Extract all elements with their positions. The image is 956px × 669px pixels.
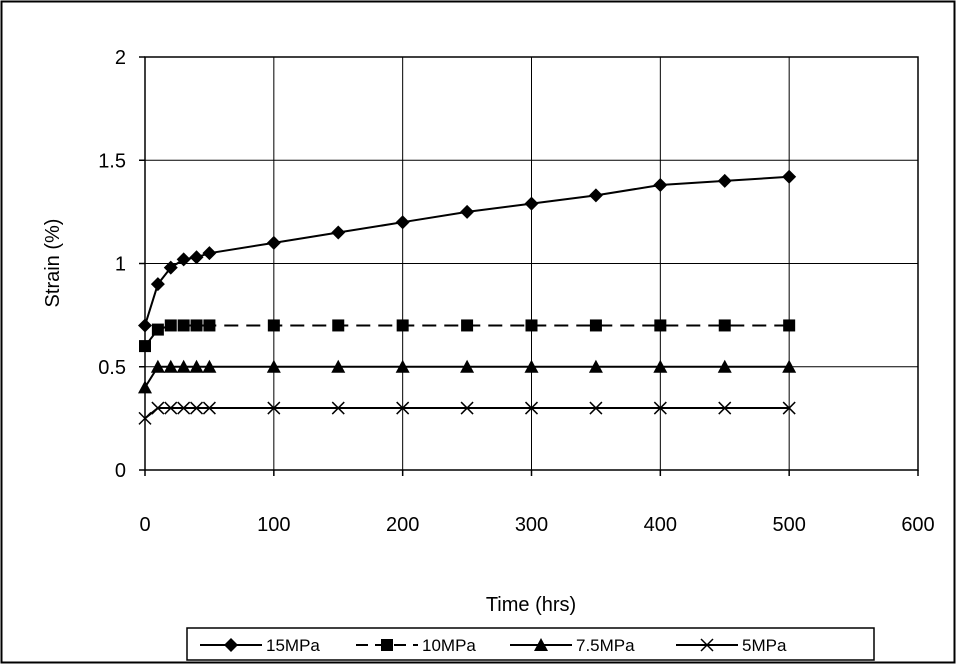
legend-item: 15MPa: [200, 636, 320, 655]
data-point: [460, 401, 474, 415]
data-point: [718, 319, 731, 332]
data-point: [267, 401, 281, 415]
data-point: [163, 359, 178, 373]
data-point: [163, 260, 178, 275]
y-tick-label: 1: [115, 254, 126, 276]
data-point: [138, 318, 152, 333]
x-tick-label: 200: [386, 514, 419, 536]
data-point: [266, 235, 281, 250]
data-point: [177, 401, 191, 415]
data-point: [190, 401, 204, 415]
data-point: [783, 319, 796, 332]
data-point: [653, 178, 668, 193]
data-point: [164, 319, 177, 332]
y-tick-label: 0: [115, 460, 126, 482]
data-point: [266, 359, 281, 373]
series-15MPa: [138, 169, 797, 333]
data-point: [525, 319, 538, 332]
data-point: [396, 401, 410, 415]
data-point: [176, 252, 191, 267]
data-point: [460, 359, 475, 373]
series-10MPa: [139, 319, 796, 353]
data-point: [782, 359, 797, 373]
data-point: [718, 401, 732, 415]
x-axis-ticks: 0 100 200 300 400 500 600: [139, 470, 935, 536]
data-point: [332, 319, 345, 332]
data-point: [654, 319, 667, 332]
data-point: [395, 215, 410, 230]
x-tick-label: 400: [644, 514, 677, 536]
data-point: [138, 411, 152, 425]
legend-item: 10MPa: [356, 636, 476, 655]
legend-marker: [534, 638, 548, 651]
data-point: [717, 173, 732, 188]
legend-marker: [224, 638, 238, 652]
data-point: [176, 359, 191, 373]
data-point: [151, 401, 165, 415]
legend-label: 7.5MPa: [576, 636, 635, 655]
y-tick-label: 2: [115, 47, 126, 69]
data-point: [202, 401, 216, 415]
legend-label: 15MPa: [266, 636, 320, 655]
data-point: [189, 250, 204, 265]
y-axis-title: Strain (%): [42, 219, 64, 308]
data-point: [164, 401, 178, 415]
series-layer: [138, 169, 797, 425]
legend-items: 15MPa 10MPa 7.5MPa 5MPa: [200, 636, 787, 655]
data-point: [203, 319, 216, 332]
data-point: [395, 359, 410, 373]
data-point: [202, 246, 217, 261]
legend-marker: [381, 639, 393, 651]
legend: 15MPa 10MPa 7.5MPa 5MPa: [186, 627, 875, 661]
data-point: [717, 359, 732, 373]
data-point: [460, 204, 475, 219]
y-tick-label: 0.5: [98, 357, 126, 379]
data-point: [331, 401, 345, 415]
series-5MPa: [138, 401, 796, 425]
data-point: [589, 401, 603, 415]
data-point: [782, 169, 797, 184]
data-point: [588, 188, 603, 203]
x-axis-title: Time (hrs): [486, 594, 576, 616]
x-tick-label: 100: [257, 514, 290, 536]
data-point: [190, 319, 203, 332]
legend-item: 5MPa: [676, 636, 787, 655]
y-tick-label: 1.5: [98, 150, 126, 172]
data-point: [782, 401, 796, 415]
x-tick-label: 300: [515, 514, 548, 536]
data-point: [138, 380, 152, 394]
data-point: [267, 319, 280, 332]
data-point: [524, 401, 539, 415]
series-7.5MPa: [138, 359, 797, 394]
legend-label: 5MPa: [742, 636, 787, 655]
data-point: [396, 319, 409, 332]
data-point: [653, 401, 667, 415]
data-point: [189, 359, 204, 373]
data-point: [151, 323, 164, 336]
y-axis-ticks: 0 0.5 1 1.5 2: [98, 47, 145, 482]
legend-item: 7.5MPa: [510, 636, 635, 655]
x-tick-label: 600: [901, 514, 934, 536]
data-point: [589, 319, 602, 332]
data-point: [150, 277, 165, 292]
data-point: [461, 319, 474, 332]
data-point: [524, 359, 539, 373]
data-point: [202, 359, 217, 373]
data-point: [139, 340, 151, 353]
data-point: [524, 196, 539, 211]
legend-marker: [700, 638, 714, 652]
data-point: [150, 359, 165, 373]
data-point: [331, 359, 346, 373]
data-point: [653, 359, 668, 373]
legend-label: 10MPa: [422, 636, 476, 655]
x-tick-label: 0: [139, 514, 150, 536]
data-point: [331, 225, 346, 240]
x-tick-label: 500: [772, 514, 805, 536]
data-point: [588, 359, 603, 373]
data-point: [177, 319, 190, 332]
